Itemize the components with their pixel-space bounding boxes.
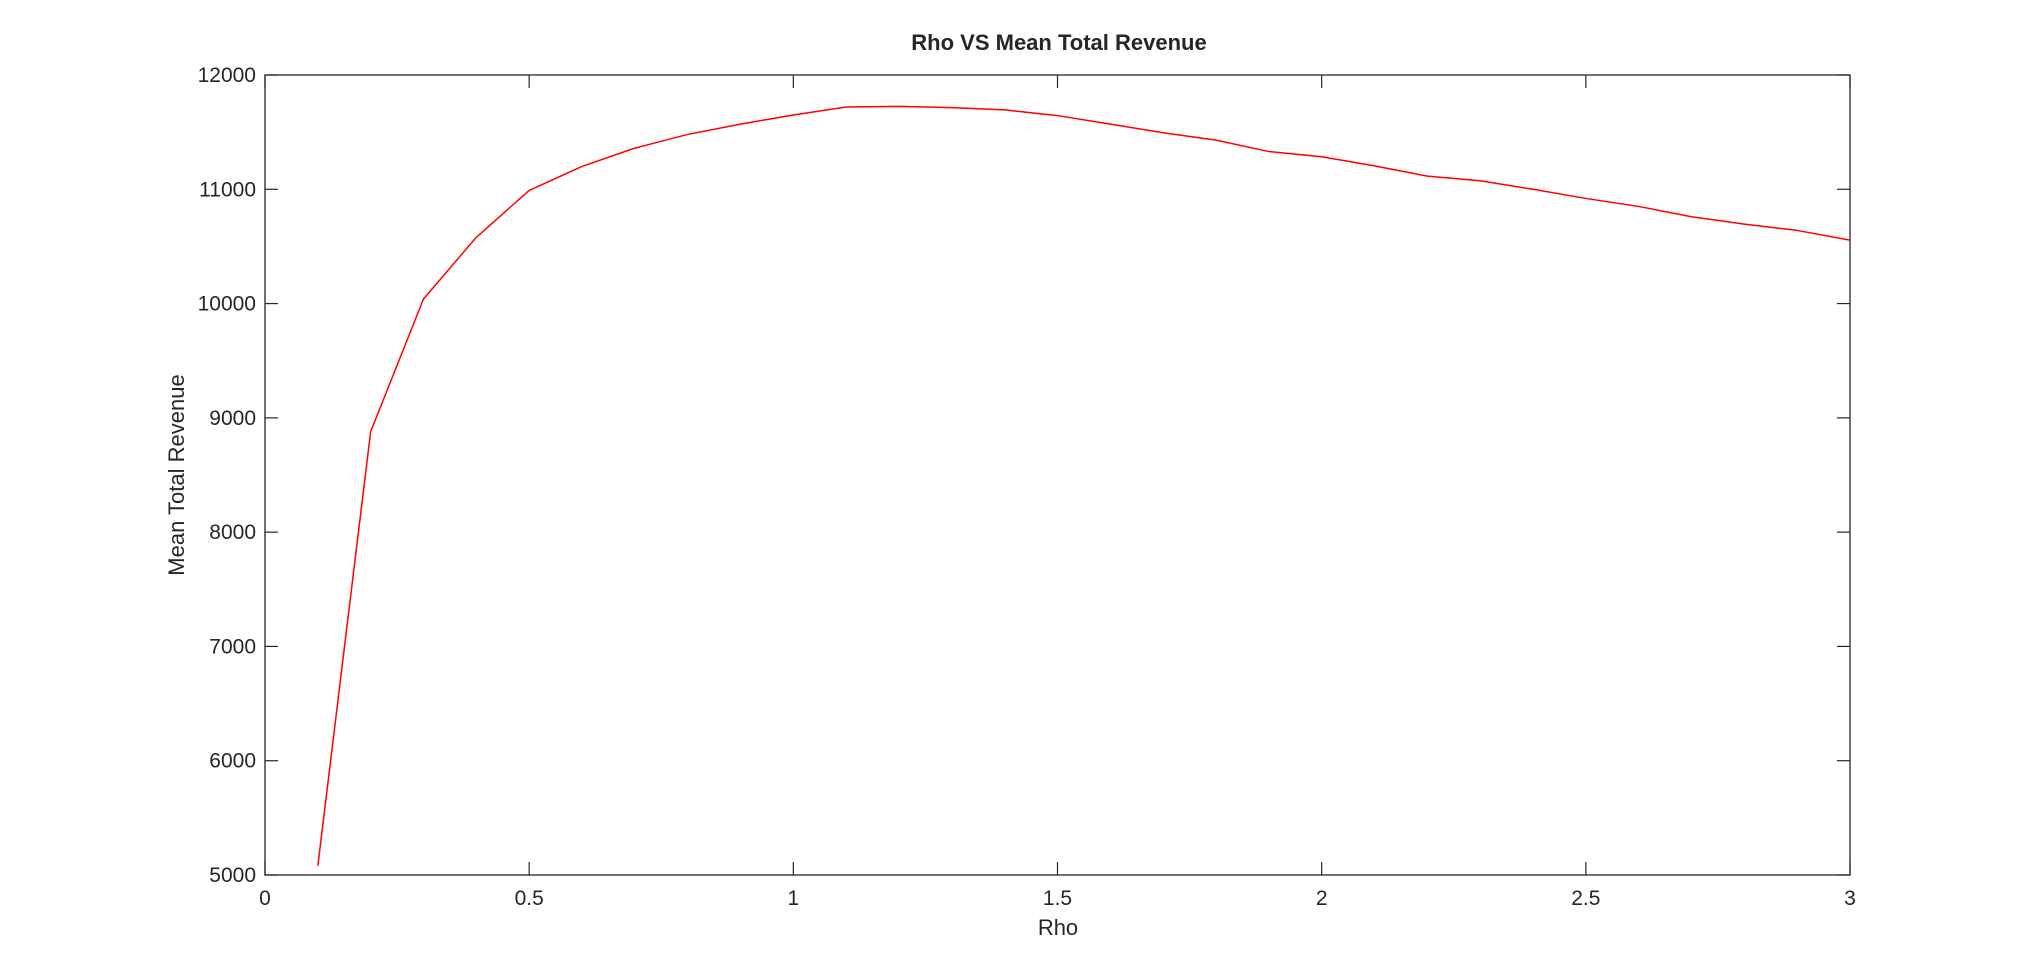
plot-area: [264, 74, 1851, 876]
x-tick-label: 2.5: [1571, 887, 1600, 910]
x-tick-label: 2: [1316, 887, 1328, 910]
x-tick-label: 0: [259, 887, 271, 910]
y-tick-label: 7000: [209, 635, 256, 658]
y-tick-label: 9000: [209, 407, 256, 430]
y-axis-label: Mean Total Revenue: [164, 374, 189, 575]
y-tick-label: 8000: [209, 521, 256, 544]
x-tick-label: 3: [1844, 887, 1856, 910]
y-tick-label: 5000: [209, 864, 256, 887]
y-tick-label: 10000: [198, 293, 256, 316]
x-tick-label: 1: [787, 887, 799, 910]
y-tick-label: 11000: [199, 178, 256, 201]
y-tick-label: 12000: [198, 64, 256, 87]
x-axis-label: Rho: [1038, 915, 1078, 940]
x-tick-label: 0.5: [515, 887, 544, 910]
y-tick-label: 6000: [209, 750, 256, 773]
x-tick-label: 1.5: [1043, 887, 1072, 910]
y-axis: 5000 6000 7000 8000 9000 10000 11000 12000: [198, 64, 1850, 887]
series-layer: [317, 105, 1851, 866]
series-line: [317, 105, 1851, 866]
x-axis: 0 0.5 1 1.5 2 2.5 3: [259, 75, 1856, 910]
chart-title: Rho VS Mean Total Revenue: [911, 30, 1206, 55]
